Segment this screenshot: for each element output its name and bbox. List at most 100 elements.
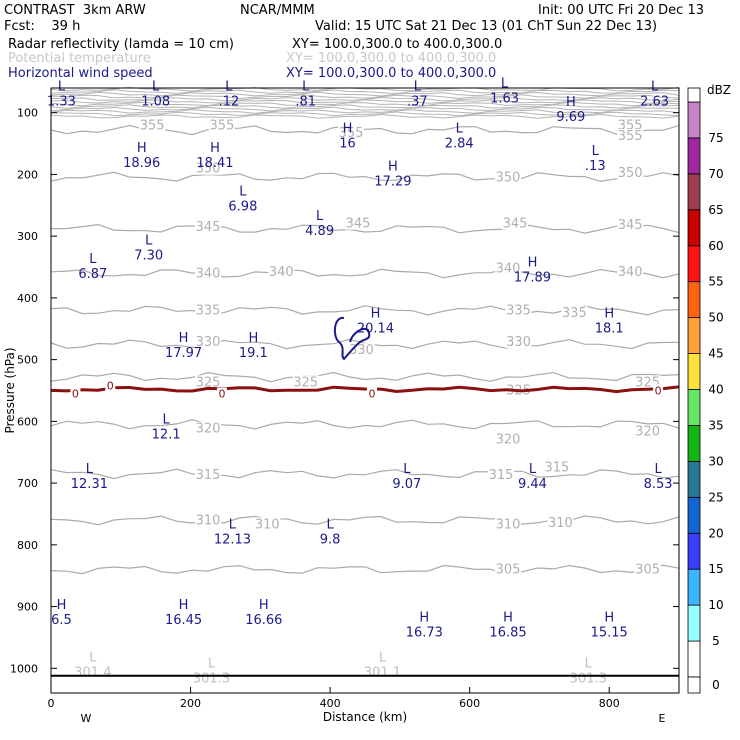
x-tick-label: 0 xyxy=(48,697,55,710)
wind-extremum-symbol: L xyxy=(529,462,537,477)
plot-axes: 100 200 300 400 500 600 700 800 900 1000 0 200 400 60… xyxy=(3,87,680,725)
wind-extremum-symbol: H xyxy=(528,255,538,270)
freezing-level-line xyxy=(50,385,680,394)
wind-extremum-symbol: H xyxy=(566,95,576,110)
wind-extremum-symbol: L xyxy=(145,234,153,249)
theta-label: 345 xyxy=(346,217,371,232)
wind-extremum-value: 6.5 xyxy=(51,613,72,628)
model-name: CONTRAST 3km ARW xyxy=(4,3,146,18)
y-tick-label: 200 xyxy=(17,168,38,181)
wind-extremum-symbol: L xyxy=(403,462,411,477)
theta-label: 310 xyxy=(255,517,280,532)
theta-contour-upper xyxy=(50,111,680,117)
x-tick-label: 200 xyxy=(180,697,201,710)
y-tick-label: 400 xyxy=(17,292,38,305)
wind-extremum-symbol: L xyxy=(152,79,160,94)
wind-speed-markers: L1.33L1.08L.12L.81L.37L1.63L2.63H9.69H16… xyxy=(47,76,673,686)
colorbar-swatch xyxy=(687,568,701,606)
theta-label: 340 xyxy=(196,267,221,282)
freezing-label: 0 xyxy=(655,385,662,398)
colorbar-level-label: 0 xyxy=(712,678,720,692)
wind-extremum-symbol: L xyxy=(302,79,310,94)
valid-time: Valid: 15 UTC Sat 21 Dec 13 (01 ChT Sun … xyxy=(315,19,658,34)
wind-extremum-symbol: L xyxy=(86,462,94,477)
wind-extremum-value: 2.84 xyxy=(445,136,474,151)
wind-extremum-symbol: H xyxy=(57,598,67,613)
colorbar-level-label: 15 xyxy=(708,562,723,576)
y-axis-title: Pressure (hPa) xyxy=(3,347,17,433)
theta-label-bg xyxy=(292,375,319,389)
theta-label-bg xyxy=(195,513,221,527)
colorbar-swatch xyxy=(687,137,701,175)
init-time: Init: 00 UTC Fri 20 Dec 13 xyxy=(538,3,704,18)
theta-label: 305 xyxy=(635,562,660,577)
colorbar-level-label: 25 xyxy=(708,490,723,504)
theta-label: 330 xyxy=(506,335,531,350)
surface-theta-value: 301.3 xyxy=(570,672,607,687)
theta-label: 350 xyxy=(196,162,221,177)
colorbar-swatch xyxy=(687,281,701,319)
theta-label: 345 xyxy=(196,220,221,235)
wind-extremum-value: 16.73 xyxy=(406,625,443,640)
theta-label: 340 xyxy=(269,265,294,280)
theta-label-bg xyxy=(345,216,372,230)
wind-extremum-symbol: L xyxy=(58,79,66,94)
theta-label: 355 xyxy=(618,129,643,144)
wind-extremum-value: 1.33 xyxy=(47,94,76,109)
surface-theta-symbol: L xyxy=(208,657,216,672)
theta-label-bg xyxy=(195,161,221,175)
theta-label-bg xyxy=(268,264,295,278)
theta-contour-345 xyxy=(50,223,680,234)
theta-label: 305 xyxy=(496,562,521,577)
x-axis-title: Distance (km) xyxy=(323,710,407,724)
colorbar-level-label: 65 xyxy=(708,203,723,217)
colorbar-swatch xyxy=(687,460,701,498)
colorbar-level-label: 20 xyxy=(708,526,723,540)
theta-label: 325 xyxy=(293,375,318,390)
wind-extremum-value: 17.29 xyxy=(374,175,411,190)
colorbar-level-label: 75 xyxy=(708,131,723,145)
y-tick-label: 1000 xyxy=(10,662,38,675)
theta-label: 340 xyxy=(618,265,643,280)
freezing-label: 0 xyxy=(107,380,114,393)
wind-extremum-value: .12 xyxy=(219,94,240,109)
wind-extremum-value: 18.1 xyxy=(595,322,624,337)
colorbar-unit: dBZ xyxy=(707,83,731,97)
surface-theta-value: 301.4 xyxy=(74,665,111,680)
wind-extremum-symbol: L xyxy=(225,79,233,94)
wind-extremum-value: 6.98 xyxy=(228,199,257,214)
colorbar-swatch xyxy=(687,604,701,642)
surface-theta-value: 301.3 xyxy=(193,672,230,687)
wind-extremum-value: 20.14 xyxy=(357,322,394,337)
wind-extremum-symbol: H xyxy=(371,307,381,322)
east-label: E xyxy=(659,712,666,725)
theta-label-bg xyxy=(561,306,588,320)
theta-label: 355 xyxy=(140,119,165,134)
theta-label-bg xyxy=(495,432,522,446)
theta-label-bg xyxy=(617,264,644,278)
wind-extremum-symbol: L xyxy=(239,184,247,199)
colorbar-swatch xyxy=(687,640,701,678)
theta-label: 315 xyxy=(489,468,514,483)
y-tick-label: 900 xyxy=(17,601,38,614)
theta-label-bg xyxy=(495,170,522,184)
wind-extremum-value: 8.53 xyxy=(644,477,673,492)
theta-label-bg xyxy=(195,467,221,481)
colorbar: dBZ 0 5 10 15 20 25 30 35 40 45 50 55 60 65 70 75 xyxy=(687,83,731,694)
field-reflectivity: Radar reflectivity (lamda = 10 cm) xyxy=(8,37,234,52)
theta-label: 355 xyxy=(339,126,364,141)
theta-label: 320 xyxy=(496,433,521,448)
theta-label: 350 xyxy=(618,166,643,181)
x-tick-label: 400 xyxy=(320,697,341,710)
theta-label-bg xyxy=(617,217,644,231)
theta-label-bg xyxy=(617,129,644,143)
wind-extremum-symbol: H xyxy=(259,598,269,613)
theta-label-bg xyxy=(495,562,522,576)
y-tick-label: 700 xyxy=(17,477,38,490)
freezing-label: 0 xyxy=(368,388,375,401)
colorbar-swatch xyxy=(687,353,701,390)
theta-label-bg xyxy=(488,467,515,481)
theta-label-bg xyxy=(338,125,365,139)
wind-extremum-symbol: L xyxy=(592,144,600,159)
